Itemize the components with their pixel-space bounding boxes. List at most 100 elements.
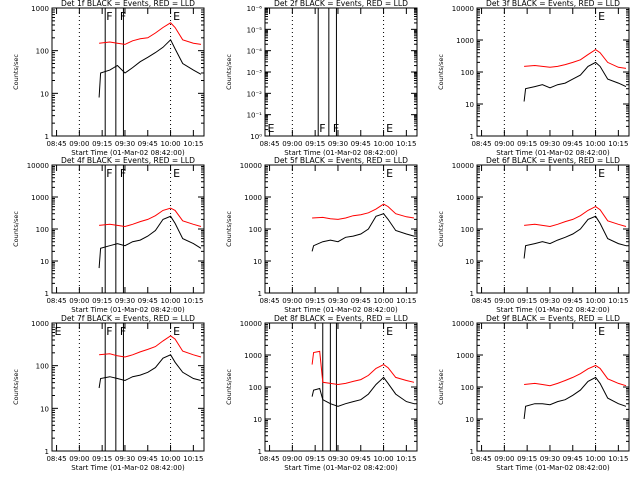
x-tick-label: 08:45 (471, 140, 491, 148)
y-tick-label: 100 (461, 69, 474, 77)
y-tick-label: 10000 (27, 162, 49, 170)
y-tick-label: 10 (465, 101, 474, 109)
chart-title: Det 6f BLACK = Events, RED = LLD (486, 156, 620, 165)
flag-marker: E (598, 10, 605, 23)
x-tick-label: 09:00 (69, 455, 89, 463)
y-axis: 1 10 100 1000 10000 (452, 5, 629, 141)
x-tick-label: 09:30 (115, 455, 135, 463)
x-tick-label: 09:45 (138, 140, 158, 148)
y-tick-label: 1000 (244, 194, 262, 202)
x-tick-label: 09:15 (305, 455, 325, 463)
x-axis-label: Start Time (01-Mar-02 08:42:00) (496, 306, 610, 314)
y-tick-label: 10 (465, 258, 474, 266)
x-tick-label: 10:15 (183, 140, 203, 148)
x-tick-label: 09:15 (517, 140, 537, 148)
y-tick-label: 1 (258, 448, 262, 456)
x-tick-label: 10:15 (608, 455, 628, 463)
y-tick-label: 1000 (31, 194, 49, 202)
chart-panel-4: Det 4f BLACK = Events, RED = LLD 1 10 100 10… (12, 156, 205, 314)
flag-marker: F (120, 167, 126, 180)
x-axis-label: Start Time (01-Mar-02 08:42:00) (284, 464, 398, 472)
flag-marker: F (120, 10, 126, 23)
x-axis-label: Start Time (01-Mar-02 08:42:00) (71, 464, 185, 472)
series-line-events (98, 38, 202, 98)
series-line-events (311, 376, 415, 407)
y-tick-label: 1 (45, 290, 49, 298)
flag-marker: E (598, 167, 605, 180)
series-line-events (523, 215, 627, 259)
x-tick-label: 09:45 (351, 140, 371, 148)
x-tick-label: 09:45 (563, 297, 583, 305)
flag-marker: F (106, 167, 112, 180)
x-tick-label: 10:00 (373, 455, 393, 463)
y-tick-label: 100 (249, 226, 262, 234)
x-tick-label: 10:00 (373, 140, 393, 148)
x-tick-label: 10:15 (396, 140, 416, 148)
flag-marker: E (598, 325, 605, 338)
y-tick-label: 10000 (452, 5, 474, 13)
x-tick-label: 09:15 (517, 455, 537, 463)
x-tick-label: 10:00 (160, 140, 180, 148)
x-tick-label: 10:15 (183, 297, 203, 305)
x-tick-label: 10:15 (608, 297, 628, 305)
y-axis-label: Counts/sec (12, 369, 20, 405)
series-line-lld (99, 207, 202, 228)
x-tick-label: 09:45 (138, 455, 158, 463)
x-tick-label: 09:30 (115, 297, 135, 305)
chart-title: Det 9f BLACK = Events, RED = LLD (486, 314, 620, 323)
x-axis-label: Start Time (01-Mar-02 08:42:00) (496, 149, 610, 157)
x-axis-label: Start Time (01-Mar-02 08:42:00) (496, 464, 610, 472)
y-axis: 1 10 100 1000 10000 (452, 162, 629, 298)
x-tick-label: 09:00 (282, 455, 302, 463)
series-line-lld (312, 203, 415, 220)
y-tick-label: 10 (253, 416, 262, 424)
chart-panel-5: Det 5f BLACK = Events, RED = LLD 1 10 100 10… (225, 156, 418, 314)
x-tick-label: 10:15 (608, 140, 628, 148)
x-axis-label: Start Time (01-Mar-02 08:42:00) (284, 149, 398, 157)
x-tick-label: 09:00 (282, 140, 302, 148)
series-line-events (98, 215, 202, 269)
y-axis-label: Counts/sec (225, 54, 233, 90)
y-tick-label: 1 (258, 290, 262, 298)
x-tick-label: 09:00 (69, 297, 89, 305)
y-tick-label: 10000 (240, 162, 262, 170)
x-axis-label: Start Time (01-Mar-02 08:42:00) (71, 149, 185, 157)
x-tick-label: 10:00 (585, 297, 605, 305)
flag-marker: E (173, 325, 180, 338)
flag-marker: F (333, 122, 339, 135)
chart-panel-7: Det 7f BLACK = Events, RED = LLD 1 10 100 10… (12, 314, 205, 472)
y-tick-label: 10⁻¹ (247, 112, 263, 120)
y-tick-label: 10⁻⁴ (247, 48, 263, 56)
x-tick-label: 09:30 (328, 297, 348, 305)
x-tick-label: 10:15 (396, 297, 416, 305)
x-tick-label: 08:45 (259, 297, 279, 305)
chart-panel-6: Det 6f BLACK = Events, RED = LLD 1 10 100 10… (437, 156, 630, 314)
x-tick-label: 08:45 (46, 455, 66, 463)
x-tick-label: 08:45 (471, 297, 491, 305)
x-tick-label: 09:45 (563, 140, 583, 148)
y-tick-label: 1 (470, 448, 474, 456)
y-tick-label: 1 (470, 290, 474, 298)
y-tick-label: 1000 (31, 5, 49, 13)
y-tick-label: 10⁻⁵ (247, 26, 263, 34)
chart-panel-1: Det 1f BLACK = Events, RED = LLD 1 10 100 10… (12, 0, 205, 157)
flag-marker: E (55, 325, 62, 338)
series-line-events (311, 213, 415, 252)
x-tick-label: 09:15 (305, 297, 325, 305)
x-tick-label: 09:15 (92, 455, 112, 463)
y-tick-label: 1000 (456, 352, 474, 360)
series-line-lld (524, 48, 627, 69)
flag-marker: E (386, 122, 393, 135)
x-tick-label: 10:00 (160, 455, 180, 463)
y-tick-label: 100 (249, 384, 262, 392)
y-axis: 1 10 100 1000 (31, 320, 204, 456)
chart-panel-9: Det 9f BLACK = Events, RED = LLD 1 10 100 10… (437, 314, 630, 472)
y-tick-label: 1000 (31, 320, 49, 328)
y-tick-label: 100 (461, 226, 474, 234)
y-tick-label: 10⁰ (250, 133, 262, 141)
series-line-lld (311, 350, 415, 386)
flag-marker: E (386, 325, 393, 338)
y-tick-label: 1 (45, 133, 49, 141)
